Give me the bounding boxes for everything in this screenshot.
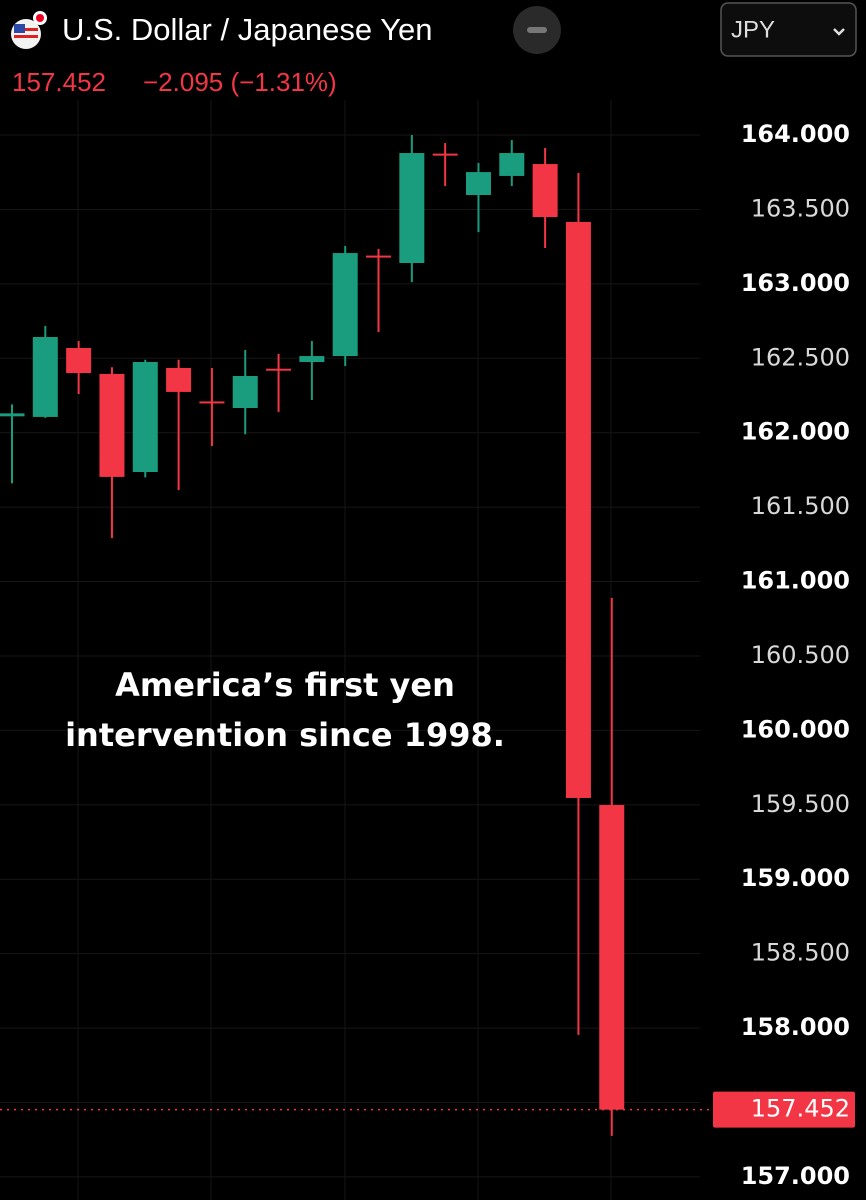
flag-icon [11, 11, 47, 49]
candle-body [366, 255, 392, 258]
candle-body [232, 375, 258, 408]
candles [0, 135, 710, 1136]
price: 157.452 [12, 67, 106, 97]
y-tick-label: 161.500 [751, 492, 850, 520]
candle-body [399, 153, 425, 264]
candle-body [32, 336, 58, 417]
y-tick-label: 160.000 [741, 715, 850, 743]
annotation: America’s first yen intervention since 1… [65, 666, 505, 754]
candle-body [166, 367, 192, 392]
y-tick-label: 159.000 [741, 864, 850, 892]
collapse-button[interactable] [513, 6, 561, 54]
candle-body [499, 153, 525, 176]
currency-dropdown[interactable]: JPY [720, 2, 857, 57]
y-tick-label: 163.500 [751, 194, 850, 222]
candle-body [199, 401, 225, 404]
y-tick-label: 159.500 [751, 790, 850, 818]
candle-body [332, 253, 358, 357]
y-tick-label: 162.500 [751, 343, 850, 371]
y-tick-label: 161.000 [741, 567, 850, 595]
y-tick-label: 158.500 [751, 939, 850, 967]
candle-body [465, 172, 491, 196]
candle-body [266, 368, 292, 371]
y-tick-label: 164.000 [741, 120, 850, 148]
candle-body [66, 348, 92, 374]
change: −2.095 (−1.31%) [143, 67, 337, 97]
candle-body [299, 356, 325, 363]
y-tick-label: 158.000 [741, 1013, 850, 1041]
candle-body [565, 221, 591, 798]
y-tick-label: 163.000 [741, 269, 850, 297]
y-tick-label: 162.000 [741, 418, 850, 446]
y-tick-label: 157.000 [741, 1162, 850, 1190]
candle-body [0, 413, 25, 417]
candle-body [599, 804, 625, 1110]
y-tick-label: 160.500 [751, 641, 850, 669]
y-axis: 157.000157.500158.000158.500159.000159.5… [713, 120, 855, 1190]
currency: JPY [731, 16, 775, 43]
candle-body [532, 164, 558, 218]
candle-body [432, 153, 458, 156]
title: U.S. Dollar / Japanese Yen [62, 12, 433, 47]
last-price-tag [713, 1091, 855, 1128]
candle-body [99, 373, 125, 477]
grid [0, 60, 700, 1200]
last-price-label: 157.452 [751, 1095, 850, 1123]
candle-body [132, 362, 158, 473]
